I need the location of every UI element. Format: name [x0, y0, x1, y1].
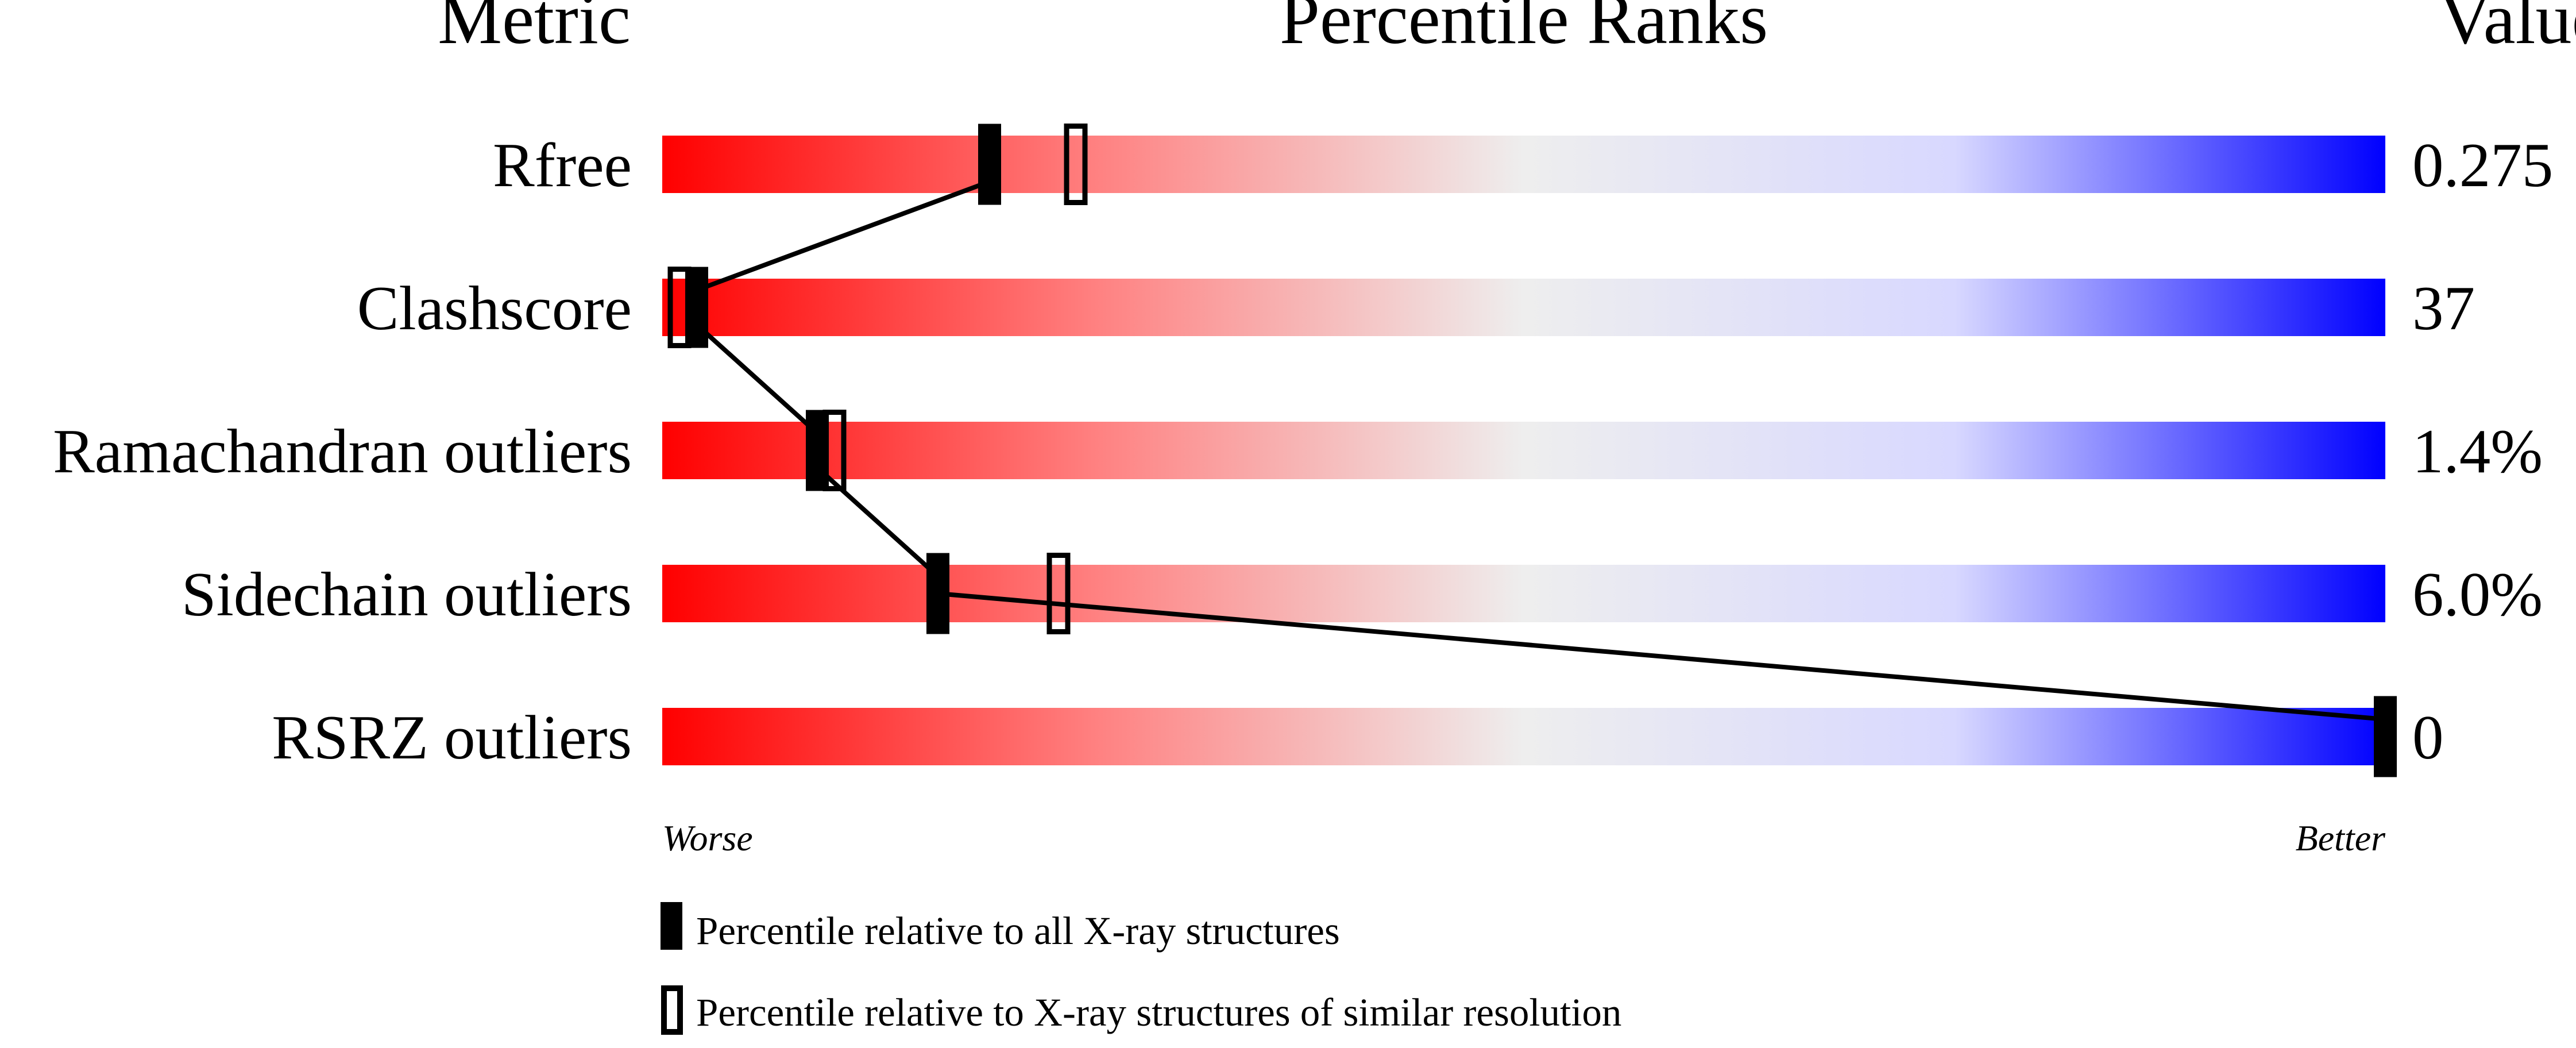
marker-similar-resolution	[1046, 553, 1071, 634]
axis-label-better: Better	[2296, 818, 2386, 858]
connector-line	[695, 323, 819, 435]
header-value: Value	[2439, 0, 2576, 59]
marker-all-structures	[685, 267, 708, 348]
percentile-bar	[662, 708, 2385, 765]
percentile-bar	[662, 565, 2385, 622]
connector-line	[816, 466, 940, 578]
percentile-bar	[662, 136, 2385, 193]
marker-all-structures	[926, 553, 949, 634]
legend-open-marker	[661, 985, 683, 1035]
metric-label: Rfree	[493, 130, 632, 200]
metric-value: 6.0%	[2412, 560, 2543, 629]
metric-label: Sidechain outliers	[181, 560, 632, 629]
connector-line	[937, 591, 2386, 722]
metric-label: RSRZ outliers	[272, 703, 632, 772]
legend-label-all: Percentile relative to all X-ray structu…	[696, 909, 1340, 953]
header-metric: Metric	[438, 0, 631, 59]
metric-value: 0.275	[2412, 130, 2553, 200]
legend-label-similar: Percentile relative to X-ray structures …	[696, 991, 1621, 1034]
metric-label: Ramachandran outliers	[53, 417, 632, 486]
axis-label-worse: Worse	[662, 818, 753, 858]
marker-all-structures	[978, 124, 1001, 205]
marker-all-structures	[806, 410, 829, 491]
marker-all-structures	[2374, 696, 2397, 777]
legend-filled-marker	[661, 902, 682, 950]
metric-value: 1.4%	[2412, 417, 2543, 486]
metric-value: 37	[2412, 273, 2475, 343]
metric-value: 0	[2412, 703, 2444, 772]
percentile-bar	[662, 279, 2385, 336]
metric-label: Clashscore	[357, 273, 632, 343]
header-percentile-ranks: Percentile Ranks	[1280, 0, 1768, 59]
percentile-bar	[662, 422, 2385, 479]
connector-line	[696, 179, 991, 292]
marker-similar-resolution	[1064, 124, 1088, 205]
